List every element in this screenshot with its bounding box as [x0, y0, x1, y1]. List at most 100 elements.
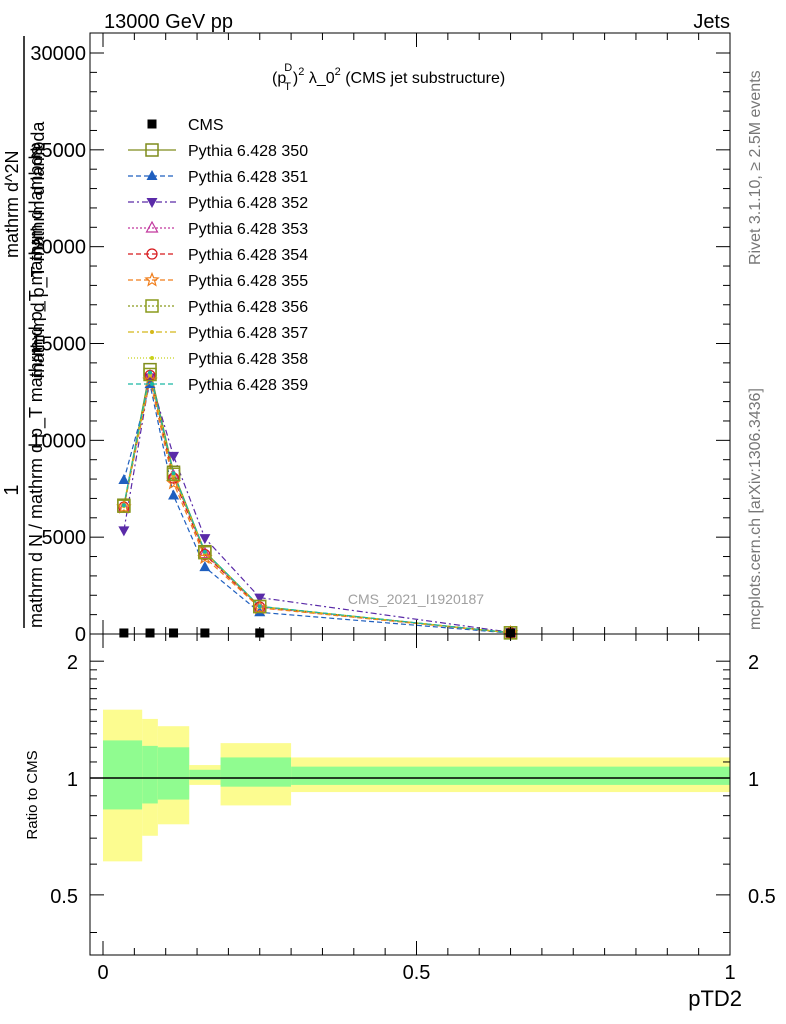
cms-data-point	[145, 628, 155, 638]
legend-entry-6: Pythia 6.428 356	[128, 299, 308, 316]
series-point-6	[166, 467, 181, 481]
ratio-xlabel: pTD2	[688, 986, 742, 1011]
legend-marker-cms	[147, 119, 157, 129]
ratio-ytick-label-right: 0.5	[748, 886, 776, 908]
cms-data-point	[169, 628, 179, 638]
ratio-band-inner-0	[103, 740, 143, 810]
main-ytick-label: 25000	[30, 140, 86, 162]
series-point-5	[142, 372, 158, 387]
series-point-5	[251, 599, 268, 615]
ratio-xtick-label: 1	[724, 962, 735, 984]
legend-marker-9	[150, 382, 154, 386]
ratio-axes: 0.5 0.5 1 1 2 2 0 0.5 1	[50, 634, 776, 984]
legend-entry-cms: CMS	[147, 117, 224, 134]
cms-data-markers	[119, 628, 516, 638]
series-point-1	[199, 561, 211, 572]
main-ytick-label: 0	[75, 624, 86, 646]
ratio-ytick-label-right: 1	[748, 769, 759, 791]
ratio-band-inner-4	[220, 757, 292, 787]
cms-data-point	[119, 628, 129, 638]
series-point-1	[118, 474, 130, 485]
mcplots-text: mcplots.cern.ch [arXiv:1306.3436]	[747, 388, 764, 630]
legend-label-5: Pythia 6.428 355	[188, 273, 308, 290]
legend-label-7: Pythia 6.428 357	[188, 325, 308, 342]
main-panel: 0 5000 10000 15000 20000 25000 30000 (pD T)2 λ_…	[1, 32, 731, 646]
series-point-2	[254, 593, 266, 604]
legend-label-0: Pythia 6.428 350	[188, 143, 308, 160]
rivet-version-text: Rivet 3.1.10, ≥ 2.5M events	[747, 70, 764, 265]
legend-label-4: Pythia 6.428 354	[188, 247, 308, 264]
legend-marker-1	[146, 170, 158, 180]
legend-label-9: Pythia 6.428 359	[188, 377, 308, 394]
series-point-6	[117, 499, 131, 513]
cms-data-point	[200, 628, 210, 638]
legend-entry-7: Pythia 6.428 357	[128, 325, 308, 342]
legend-marker-2	[146, 198, 158, 208]
series-point-9	[121, 503, 126, 508]
legend-marker-5	[144, 271, 160, 287]
series-point-9	[148, 370, 153, 375]
legend-entry-1: Pythia 6.428 351	[128, 169, 308, 186]
ratio-band-inner-2	[157, 747, 190, 800]
main-ytick-label: 30000	[30, 43, 86, 65]
ratio-ytick-label-right: 2	[748, 652, 759, 674]
legend: CMS Pythia 6.428 350 Pythia 6.428 351 Pythi…	[128, 117, 308, 394]
legend-label-3: Pythia 6.428 353	[188, 221, 308, 238]
legend-entry-8: Pythia 6.428 358	[128, 351, 308, 368]
ratio-ytick-label: 2	[67, 652, 78, 674]
main-frame	[89, 32, 731, 635]
legend-label-6: Pythia 6.428 356	[188, 299, 308, 316]
series-point-3	[198, 546, 212, 559]
series-line-9	[123, 372, 511, 634]
ratio-panel: 0.5 0.5 1 1 2 2 0 0.5 1 Ratio to CMS pTD2	[24, 633, 776, 1011]
legend-marker-3	[145, 220, 159, 233]
main-axes: 0 5000 10000 15000 20000 25000 30000	[30, 33, 731, 646]
main-ytick-label: 10000	[30, 430, 86, 452]
legend-entry-4: Pythia 6.428 354	[128, 247, 308, 264]
series-point-1	[168, 489, 180, 500]
legend-entry-9: Pythia 6.428 359	[128, 377, 308, 394]
ratio-band-inner-1	[142, 745, 158, 804]
legend-marker-8	[150, 356, 154, 360]
ratio-ytick-label: 1	[67, 769, 78, 791]
main-ytick-label: 15000	[30, 334, 86, 356]
series-point-6	[253, 599, 267, 614]
ylabel-line-1: 1	[1, 484, 23, 495]
legend-entry-5: Pythia 6.428 355	[128, 271, 308, 290]
series-point-5	[197, 549, 213, 565]
main-ytick-label: 5000	[42, 527, 87, 549]
legend-marker-0	[145, 143, 159, 157]
ylabel-line-2: mathrm d N / mathrm d p_T mathrm d p_T m…	[26, 145, 47, 628]
header-left-title: 13000 GeV pp	[104, 11, 233, 33]
ylabel-line-4: mathrm d p_T mathrm d lambda	[28, 121, 49, 379]
ylabel-line-3: mathrm d^2N	[2, 151, 22, 258]
legend-entry-0: Pythia 6.428 350	[128, 143, 308, 160]
main-title: (pD T)2 λ_02 (CMS jet substructure)	[272, 62, 505, 93]
ratio-xtick-label: 0.5	[403, 962, 431, 984]
legend-label-2: Pythia 6.428 352	[188, 195, 308, 212]
series-point-5	[116, 498, 132, 514]
header-right-title: Jets	[693, 11, 730, 33]
ratio-band-inner-5	[291, 766, 730, 785]
legend-entry-2: Pythia 6.428 352	[128, 195, 308, 212]
series-point-6	[198, 545, 212, 560]
series-point-9	[171, 471, 176, 476]
analysis-watermark: CMS_2021_I1920187	[348, 591, 484, 607]
series-point-2	[199, 534, 211, 545]
series-point-9	[202, 549, 207, 554]
ratio-uncertainty-bands	[103, 709, 730, 862]
series-point-9	[257, 604, 262, 609]
legend-marker-4	[146, 248, 158, 260]
ratio-ylabel: Ratio to CMS	[24, 750, 41, 839]
series-point-6	[143, 367, 157, 382]
series-point-2	[118, 526, 130, 537]
legend-marker-7	[150, 330, 154, 334]
main-ylabel: 1 mathrm d N / mathrm d p_T mathrm d p_T…	[1, 36, 49, 628]
legend-marker-6	[145, 299, 159, 313]
ratio-xtick-label: 0	[97, 962, 108, 984]
series-point-2	[168, 451, 180, 462]
legend-label-cms: CMS	[188, 117, 224, 134]
ratio-ytick-label: 0.5	[50, 886, 78, 908]
series-line-5	[123, 380, 511, 634]
